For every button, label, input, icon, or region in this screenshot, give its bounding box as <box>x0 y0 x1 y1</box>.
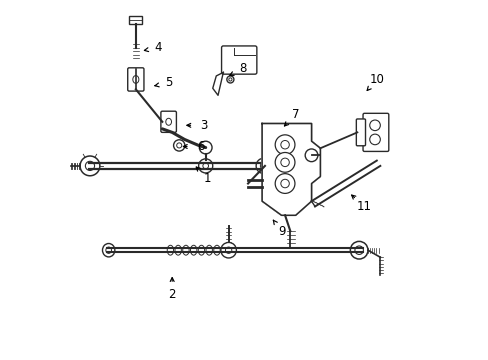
FancyBboxPatch shape <box>161 111 176 132</box>
Ellipse shape <box>190 245 197 255</box>
Circle shape <box>203 163 208 169</box>
Ellipse shape <box>102 243 115 257</box>
Ellipse shape <box>165 118 171 125</box>
Circle shape <box>275 153 294 172</box>
Circle shape <box>280 140 289 149</box>
Circle shape <box>198 159 212 173</box>
FancyBboxPatch shape <box>356 119 365 146</box>
Circle shape <box>226 76 233 83</box>
Ellipse shape <box>213 245 220 255</box>
Circle shape <box>199 141 212 154</box>
Circle shape <box>221 242 236 258</box>
Circle shape <box>354 246 363 255</box>
Circle shape <box>280 179 289 188</box>
Text: 1: 1 <box>203 172 211 185</box>
Circle shape <box>275 174 294 193</box>
FancyBboxPatch shape <box>127 68 143 91</box>
Text: 10: 10 <box>368 73 384 86</box>
Text: 5: 5 <box>164 76 172 90</box>
Circle shape <box>173 140 184 151</box>
Circle shape <box>369 120 380 131</box>
Ellipse shape <box>133 76 139 83</box>
Circle shape <box>176 143 182 148</box>
Circle shape <box>305 149 317 162</box>
Ellipse shape <box>105 247 111 253</box>
Ellipse shape <box>175 245 181 255</box>
Text: 6: 6 <box>196 140 203 153</box>
Circle shape <box>280 158 289 167</box>
Polygon shape <box>262 123 320 215</box>
Text: 11: 11 <box>356 200 371 213</box>
Circle shape <box>275 135 294 154</box>
Text: 9: 9 <box>277 225 285 238</box>
FancyBboxPatch shape <box>221 46 256 74</box>
Text: 8: 8 <box>239 62 246 75</box>
Circle shape <box>256 158 271 174</box>
Ellipse shape <box>205 245 212 255</box>
Circle shape <box>369 134 380 145</box>
Text: 2: 2 <box>168 288 176 301</box>
Circle shape <box>349 242 367 259</box>
Circle shape <box>85 161 94 171</box>
Ellipse shape <box>198 245 204 255</box>
Ellipse shape <box>183 245 189 255</box>
FancyBboxPatch shape <box>129 16 142 24</box>
Text: 7: 7 <box>291 108 299 121</box>
Ellipse shape <box>167 245 173 255</box>
Circle shape <box>260 162 267 170</box>
Text: 3: 3 <box>200 119 207 132</box>
FancyBboxPatch shape <box>362 113 388 152</box>
Text: 4: 4 <box>154 41 162 54</box>
Circle shape <box>228 78 231 81</box>
Circle shape <box>225 247 231 253</box>
Circle shape <box>80 156 100 176</box>
